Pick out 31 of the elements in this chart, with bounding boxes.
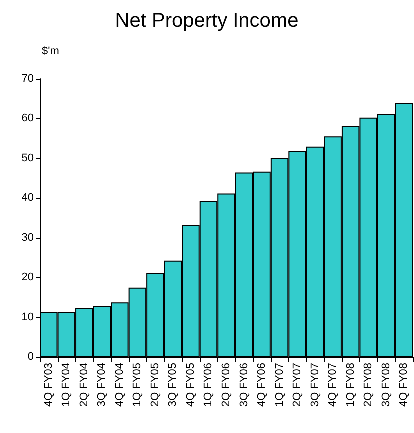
x-tick-label: 4Q FY04 bbox=[114, 363, 126, 408]
x-tick-label: 4Q FY03 bbox=[42, 363, 55, 408]
y-tick-label: 60 bbox=[22, 112, 34, 125]
x-tick-label: 4Q FY07 bbox=[327, 363, 340, 408]
x-tick-label: 2Q FY04 bbox=[78, 363, 90, 408]
y-tick-label: 0 bbox=[28, 351, 34, 363]
y-tick-label: 50 bbox=[22, 152, 34, 164]
y-tick-label: 10 bbox=[22, 311, 34, 324]
x-tick-label: 2Q FY06 bbox=[220, 363, 232, 408]
x-tick-label: 3Q FY05 bbox=[167, 363, 180, 408]
x-tick-label: 4Q FY08 bbox=[398, 363, 410, 408]
y-tick-label: 30 bbox=[22, 232, 34, 244]
y-tick-label: 40 bbox=[22, 192, 34, 204]
x-tick-label: 1Q FY07 bbox=[274, 363, 286, 408]
x-tick-label: 1Q FY04 bbox=[60, 363, 73, 408]
x-tick-label: 2Q FY05 bbox=[149, 363, 162, 408]
x-tick-label: 3Q FY06 bbox=[238, 363, 250, 408]
x-tick-label: 3Q FY04 bbox=[96, 363, 108, 408]
x-tick-label: 3Q FY08 bbox=[380, 363, 392, 408]
chart-title: Net Property Income bbox=[115, 10, 299, 32]
x-tick-label: 1Q FY08 bbox=[344, 363, 357, 408]
x-tick-label: 1Q FY06 bbox=[202, 363, 215, 408]
x-tick-label: 4Q FY06 bbox=[256, 363, 268, 408]
y-axis-title: $'m bbox=[42, 46, 60, 58]
x-tick-label: 2Q FY07 bbox=[292, 363, 304, 408]
x-tick-label: 3Q FY07 bbox=[309, 363, 322, 408]
y-tick-label: 70 bbox=[22, 73, 34, 85]
x-tick-label: 1Q FY05 bbox=[132, 363, 144, 408]
y-tick-label: 20 bbox=[22, 272, 34, 284]
x-tick-label: 4Q FY05 bbox=[184, 363, 197, 408]
x-tick-label: 2Q FY08 bbox=[362, 363, 375, 408]
